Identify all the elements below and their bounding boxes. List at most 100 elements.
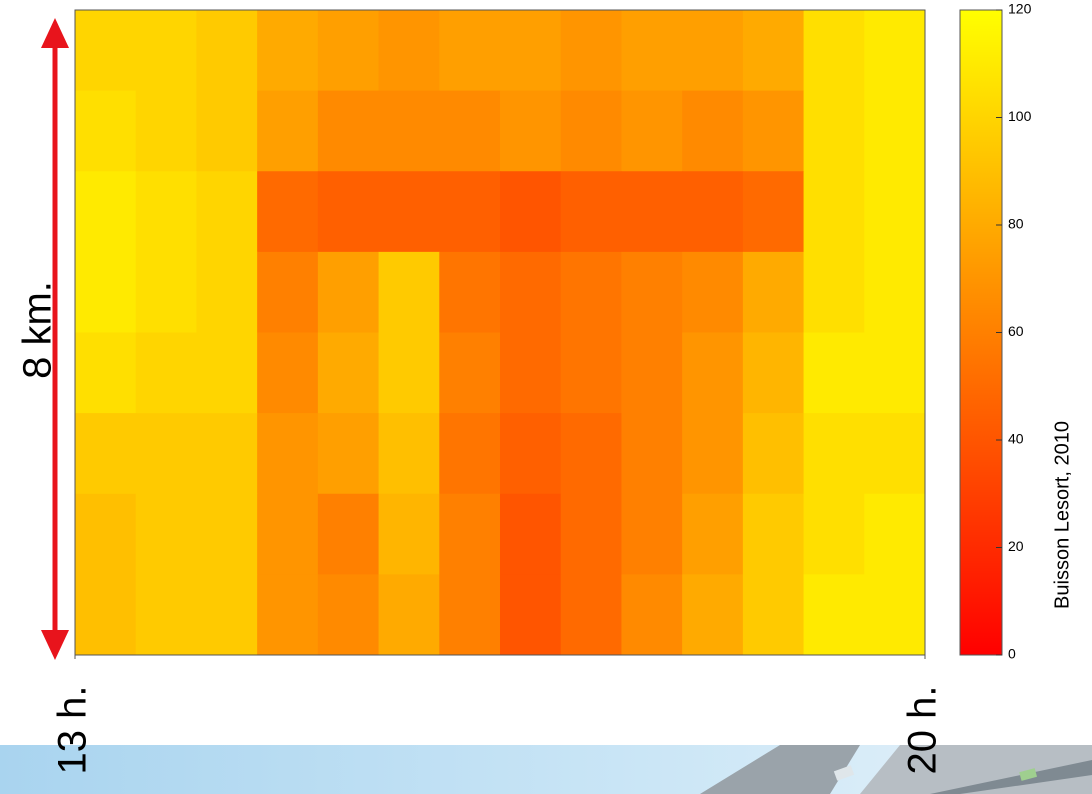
heat-cell xyxy=(136,413,197,494)
heat-cell xyxy=(136,252,197,333)
heat-cell xyxy=(75,252,136,333)
heat-cell xyxy=(682,494,743,575)
heat-cell xyxy=(743,252,804,333)
colorbar-tick-label: 120 xyxy=(1008,1,1032,17)
heatmap xyxy=(75,10,926,656)
heat-cell xyxy=(621,252,682,333)
heat-cell xyxy=(743,574,804,655)
heat-cell xyxy=(743,10,804,91)
heat-cell xyxy=(318,252,379,333)
heat-cell xyxy=(75,171,136,252)
heat-cell xyxy=(561,333,622,414)
heat-cell xyxy=(621,333,682,414)
heat-cell xyxy=(864,171,925,252)
heat-cell xyxy=(500,91,561,172)
heat-cell xyxy=(682,252,743,333)
heat-cell xyxy=(318,333,379,414)
heat-cell xyxy=(500,494,561,575)
heat-cell xyxy=(439,413,500,494)
heat-cell xyxy=(500,413,561,494)
heat-cell xyxy=(318,91,379,172)
heat-cell xyxy=(864,10,925,91)
heat-cell xyxy=(379,91,440,172)
heat-cell xyxy=(257,413,318,494)
heat-cell xyxy=(379,10,440,91)
heat-cell xyxy=(500,10,561,91)
heat-cell xyxy=(196,494,257,575)
heat-cell xyxy=(379,252,440,333)
heat-cell xyxy=(682,413,743,494)
heat-cell xyxy=(621,171,682,252)
heat-cell xyxy=(682,171,743,252)
heat-cell xyxy=(864,494,925,575)
colorbar-tick-label: 60 xyxy=(1008,323,1024,339)
colorbar-tick-label: 100 xyxy=(1008,108,1032,124)
heat-cell xyxy=(439,252,500,333)
heat-cell xyxy=(439,10,500,91)
heat-cell xyxy=(804,494,865,575)
heat-cell xyxy=(257,574,318,655)
heat-cell xyxy=(379,413,440,494)
heat-cell xyxy=(561,10,622,91)
heat-cell xyxy=(318,494,379,575)
heat-cell xyxy=(318,574,379,655)
heat-cell xyxy=(196,10,257,91)
heat-cell xyxy=(379,574,440,655)
heat-cell xyxy=(136,91,197,172)
heat-cell xyxy=(864,333,925,414)
colorbar-tick-label: 80 xyxy=(1008,216,1024,232)
heat-cell xyxy=(621,494,682,575)
heat-cell xyxy=(621,10,682,91)
x-tick-label: 20 h. xyxy=(901,686,945,775)
heat-cell xyxy=(682,333,743,414)
heat-cell xyxy=(379,333,440,414)
heat-cell xyxy=(804,252,865,333)
heat-cell xyxy=(561,252,622,333)
heat-cell xyxy=(257,494,318,575)
heat-cell xyxy=(196,252,257,333)
heat-cell xyxy=(196,333,257,414)
heat-cell xyxy=(257,91,318,172)
heat-cell xyxy=(379,494,440,575)
heat-cell xyxy=(257,333,318,414)
heat-cell xyxy=(743,494,804,575)
heat-cell xyxy=(439,333,500,414)
heat-cell xyxy=(743,333,804,414)
distance-label: 8 km. xyxy=(16,281,60,379)
heat-cell xyxy=(621,574,682,655)
heat-cell xyxy=(804,91,865,172)
heat-cell xyxy=(75,494,136,575)
heat-cell xyxy=(804,333,865,414)
heat-cell xyxy=(75,10,136,91)
heat-cell xyxy=(136,574,197,655)
heat-cell xyxy=(500,171,561,252)
heat-cell xyxy=(743,171,804,252)
heat-cell xyxy=(439,574,500,655)
heat-cell xyxy=(561,574,622,655)
heat-cell xyxy=(804,413,865,494)
heat-cell xyxy=(500,574,561,655)
slide: 8 km. Buisson Lesort, 2010 0204060801001… xyxy=(0,0,1092,794)
heat-cell xyxy=(743,413,804,494)
heat-cell xyxy=(864,91,925,172)
heat-cell xyxy=(196,91,257,172)
heat-cell xyxy=(743,91,804,172)
heat-cell xyxy=(804,171,865,252)
heat-cell xyxy=(318,171,379,252)
colorbar-tick-label: 20 xyxy=(1008,538,1024,554)
heat-cell xyxy=(561,91,622,172)
heat-cell xyxy=(682,574,743,655)
heat-cell xyxy=(864,574,925,655)
heat-cell xyxy=(439,171,500,252)
heat-cell xyxy=(136,10,197,91)
heat-cell xyxy=(804,574,865,655)
heat-cell xyxy=(439,91,500,172)
heat-cell xyxy=(136,171,197,252)
heat-cell xyxy=(136,333,197,414)
heat-cell xyxy=(804,10,865,91)
heat-cell xyxy=(561,171,622,252)
heat-cell xyxy=(561,494,622,575)
colorbar-tick-label: 0 xyxy=(1008,646,1016,662)
heat-cell xyxy=(75,333,136,414)
heat-cell xyxy=(257,10,318,91)
